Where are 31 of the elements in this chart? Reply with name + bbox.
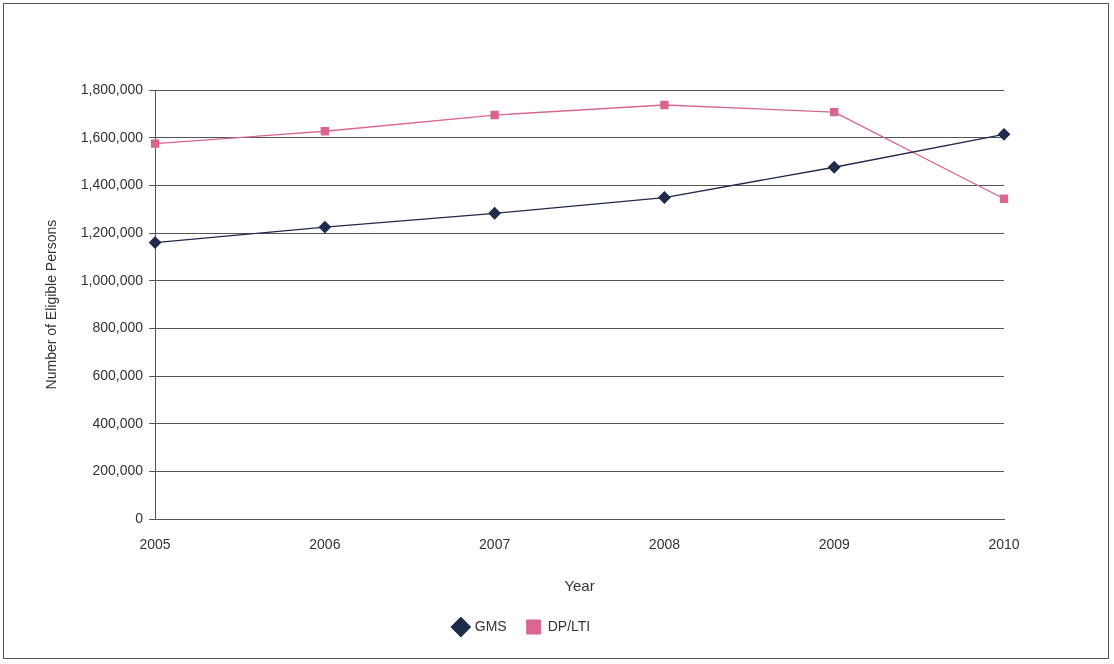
y-tick-label: 1,800,000 xyxy=(80,80,144,97)
y-tick-label: 600,000 xyxy=(92,366,144,383)
point xyxy=(320,127,330,136)
point xyxy=(997,128,1011,141)
x-tick-label: 2010 xyxy=(988,536,1020,553)
y-tick-label: 1,000,000 xyxy=(80,271,144,288)
y-tick-label: 400,000 xyxy=(92,414,144,431)
y-tick-label: 1,600,000 xyxy=(80,128,144,145)
legend-label: GMS xyxy=(474,617,507,634)
point xyxy=(318,220,332,234)
x-tick-label: 2006 xyxy=(309,536,341,553)
x-axis-title: Year xyxy=(564,577,595,595)
x-tick-label: 2009 xyxy=(818,536,850,553)
point xyxy=(148,236,162,249)
point xyxy=(828,161,841,174)
legend-label: DP/LTI xyxy=(547,617,591,634)
y-tick-label: 800,000 xyxy=(92,319,144,336)
x-tick-label: 2005 xyxy=(139,536,171,553)
y-axis-title: Number of Eligible Persons xyxy=(43,219,60,390)
point xyxy=(490,110,499,120)
x-tick-label: 2007 xyxy=(479,536,511,553)
x-tick-label: 2008 xyxy=(648,536,681,553)
point xyxy=(830,107,839,117)
y-tick-label: 200,000 xyxy=(92,462,144,479)
y-tick-label: 1,200,000 xyxy=(80,223,144,240)
y-tick-label: 0 xyxy=(135,510,144,527)
point xyxy=(488,207,501,220)
y-tick-label: 1,400,000 xyxy=(80,176,144,193)
point xyxy=(660,100,669,110)
point xyxy=(999,194,1009,203)
point xyxy=(658,191,671,204)
